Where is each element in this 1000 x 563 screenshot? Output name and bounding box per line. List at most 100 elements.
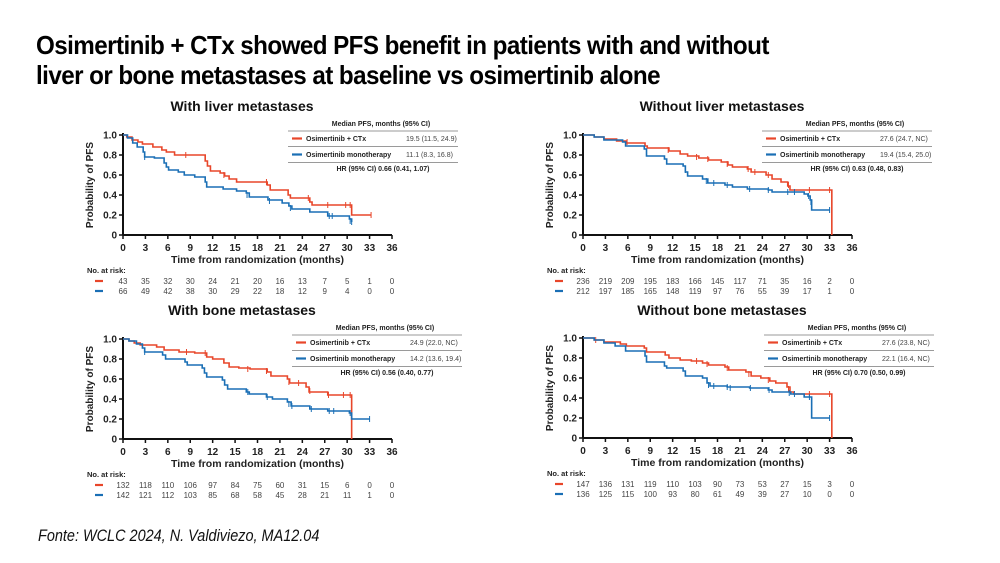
risk-table-label: No. at risk: [547, 469, 586, 478]
x-tick-label: 33 [824, 446, 836, 457]
risk-count-mono: 4 [345, 287, 350, 296]
risk-count-combo: 0 [367, 481, 372, 490]
y-tick-label: 0.6 [563, 171, 577, 182]
source-footer: Fonte: WCLC 2024, N. Valdiviezo, MA12.04 [38, 526, 320, 545]
risk-count-combo: 117 [734, 277, 747, 286]
y-tick-label: 0.8 [563, 354, 577, 365]
hazard-ratio: HR (95% CI) 0.63 (0.48, 0.83) [811, 166, 904, 173]
x-tick-label: 36 [386, 447, 398, 458]
risk-count-mono: 80 [691, 490, 700, 499]
risk-count-mono: 42 [163, 287, 172, 296]
x-tick-label: 18 [252, 447, 264, 458]
x-tick-label: 24 [297, 447, 309, 458]
slide-title: Osimertinib + CTx showed PFS benefit in … [36, 30, 920, 90]
risk-count-mono: 212 [576, 287, 590, 296]
risk-count-combo: 31 [298, 481, 307, 490]
x-tick-label: 9 [647, 243, 653, 254]
y-tick-label: 0.4 [563, 191, 577, 202]
slide-title-line-1: Osimertinib + CTx showed PFS benefit in … [36, 30, 769, 60]
y-axis-label: Probability of PFS [85, 142, 96, 228]
km-curve-combo [583, 337, 833, 438]
y-axis-label: Probability of PFS [545, 345, 556, 431]
legend-header: Median PFS, months (95% CI) [806, 121, 904, 128]
risk-count-mono: 39 [780, 287, 789, 296]
risk-count-combo: 236 [576, 277, 590, 286]
risk-count-combo: 16 [275, 277, 284, 286]
risk-count-combo: 0 [390, 481, 395, 490]
risk-count-combo: 32 [163, 277, 172, 286]
legend-median-combo: 27.6 (24.7, NC) [880, 136, 928, 143]
x-tick-label: 24 [297, 243, 309, 254]
km-curve-mono [123, 134, 353, 222]
legend-median-mono: 22.1 (16.4, NC) [882, 356, 930, 363]
risk-count-mono: 197 [599, 287, 613, 296]
y-tick-label: 0.6 [563, 374, 577, 385]
y-tick-label: 0 [571, 434, 577, 445]
x-tick-label: 3 [143, 447, 149, 458]
risk-count-mono: 165 [644, 287, 658, 296]
risk-count-combo: 110 [666, 480, 679, 489]
x-tick-label: 9 [187, 447, 193, 458]
x-tick-label: 3 [603, 446, 609, 457]
legend-median-mono: 14.2 (13.6, 19.4) [410, 356, 461, 363]
panel-title: With liver metastases [170, 98, 313, 114]
risk-table-label: No. at risk: [87, 266, 126, 275]
y-tick-label: 0.4 [103, 191, 117, 202]
risk-count-mono: 18 [275, 287, 284, 296]
risk-count-combo: 219 [599, 277, 613, 286]
x-tick-label: 18 [712, 243, 724, 254]
x-tick-label: 6 [625, 446, 631, 457]
risk-count-combo: 209 [621, 277, 635, 286]
risk-table-label: No. at risk: [547, 266, 586, 275]
risk-count-mono: 100 [644, 490, 658, 499]
x-tick-label: 12 [667, 243, 679, 254]
hazard-ratio: HR (95% CI) 0.70 (0.50, 0.99) [813, 370, 906, 377]
x-tick-label: 15 [230, 243, 242, 254]
risk-count-mono: 148 [666, 287, 680, 296]
x-tick-label: 33 [364, 243, 376, 254]
x-tick-label: 6 [165, 243, 171, 254]
x-tick-label: 30 [342, 447, 354, 458]
y-tick-label: 0 [571, 231, 577, 242]
risk-count-mono: 11 [343, 491, 352, 500]
risk-count-combo: 0 [850, 277, 855, 286]
x-tick-label: 30 [342, 243, 354, 254]
x-tick-label: 12 [207, 243, 219, 254]
y-tick-label: 0.6 [103, 171, 117, 182]
y-axis-label: Probability of PFS [85, 346, 96, 432]
risk-count-combo: 53 [758, 480, 767, 489]
x-tick-label: 36 [386, 243, 398, 254]
y-tick-label: 0.8 [563, 151, 577, 162]
risk-count-combo: 5 [345, 277, 350, 286]
km-curve-mono [583, 337, 830, 419]
risk-count-mono: 1 [367, 491, 372, 500]
risk-count-mono: 10 [803, 490, 812, 499]
hazard-ratio: HR (95% CI) 0.56 (0.40, 0.77) [341, 370, 434, 377]
x-tick-label: 3 [143, 243, 149, 254]
y-tick-label: 0.2 [103, 415, 117, 426]
risk-count-mono: 136 [576, 490, 590, 499]
y-tick-label: 0.2 [103, 211, 117, 222]
risk-count-combo: 27 [780, 480, 789, 489]
y-tick-label: 0.2 [563, 414, 577, 425]
risk-count-mono: 142 [116, 491, 130, 500]
risk-count-mono: 185 [621, 287, 635, 296]
y-tick-label: 0 [111, 435, 117, 446]
x-tick-label: 30 [802, 446, 814, 457]
x-tick-label: 12 [207, 447, 219, 458]
risk-count-combo: 84 [231, 481, 240, 490]
risk-count-combo: 15 [320, 481, 329, 490]
x-tick-label: 12 [667, 446, 679, 457]
risk-count-mono: 0 [850, 287, 855, 296]
risk-count-mono: 125 [599, 490, 613, 499]
risk-count-combo: 60 [275, 481, 284, 490]
risk-count-mono: 29 [231, 287, 240, 296]
x-tick-label: 0 [120, 447, 126, 458]
x-tick-label: 27 [779, 243, 791, 254]
risk-count-combo: 30 [186, 277, 195, 286]
legend-median-combo: 27.6 (23.8, NC) [882, 340, 930, 347]
risk-count-combo: 97 [208, 481, 217, 490]
x-tick-label: 0 [580, 243, 586, 254]
